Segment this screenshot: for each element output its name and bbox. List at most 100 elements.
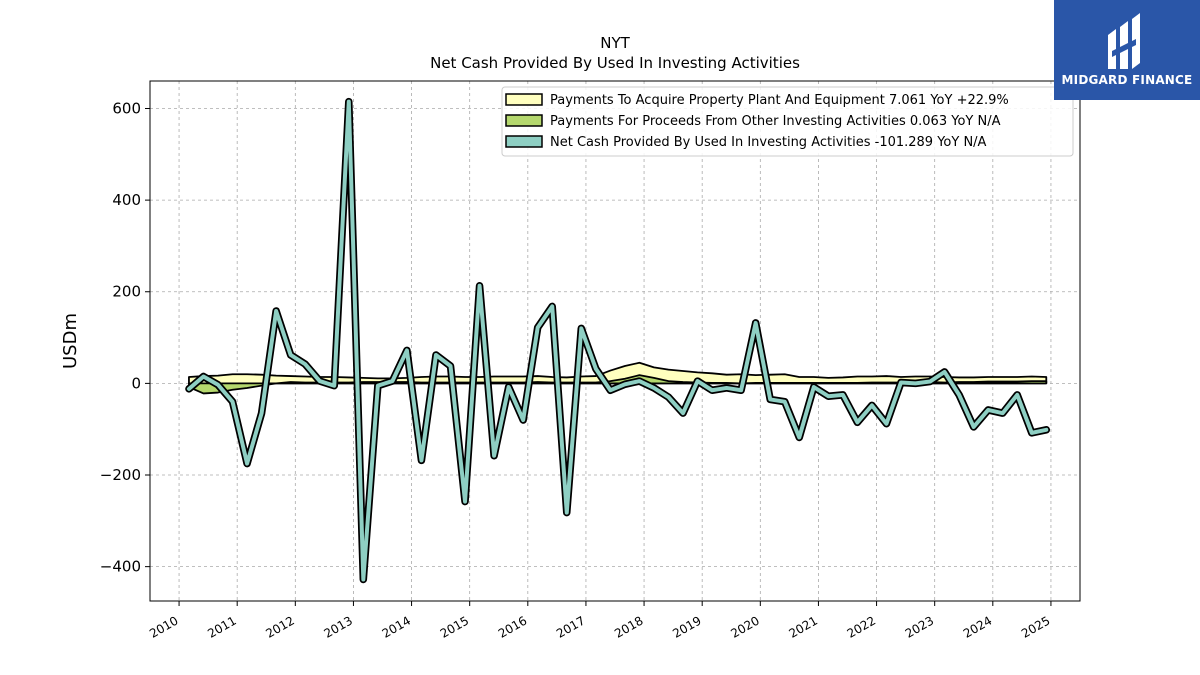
series-point (274, 309, 278, 313)
series-point (754, 321, 758, 325)
grid (150, 81, 1080, 601)
x-tick-label: 2025 (1019, 613, 1052, 640)
series-point (536, 325, 540, 329)
series-line-3 (186, 99, 1049, 582)
y-tick-label: −200 (100, 466, 141, 484)
series-point (914, 381, 918, 385)
series-point (797, 435, 801, 439)
x-tick-label: 2016 (496, 613, 529, 640)
x-tick-label: 2017 (554, 613, 587, 640)
legend-box (501, 86, 1074, 157)
y-tick-label: 400 (112, 191, 141, 209)
y-tick-label: −400 (100, 558, 141, 576)
series-area-2 (188, 374, 1048, 395)
series-point (608, 388, 612, 392)
series-point (972, 425, 976, 429)
series-point (1030, 431, 1034, 435)
series-point (216, 383, 220, 387)
series-point (1015, 393, 1019, 397)
series-point (245, 462, 249, 466)
series-point (957, 393, 961, 397)
series-point (376, 384, 380, 388)
series-point (231, 400, 235, 404)
series-group (185, 97, 1051, 584)
series-point (725, 386, 729, 390)
series-line-outline (185, 97, 1051, 584)
series-point (550, 304, 554, 308)
series-point (187, 387, 191, 391)
midgard-logo-icon (1108, 13, 1140, 69)
series-point (289, 353, 293, 357)
chart-title: NYT (600, 34, 630, 52)
series-point (870, 403, 874, 407)
series-point (884, 422, 888, 426)
series-point (986, 408, 990, 412)
x-tick-label: 2013 (321, 613, 354, 640)
series-point (390, 379, 394, 383)
series-point (478, 284, 482, 288)
series-point (652, 386, 656, 390)
series-point (710, 388, 714, 392)
series-point (928, 380, 932, 384)
legend: Payments To Acquire Property Plant And E… (501, 86, 1074, 157)
series-point (260, 411, 264, 415)
x-tick-label: 2023 (903, 613, 936, 640)
series-point (318, 379, 322, 383)
series-point (419, 458, 423, 462)
series-point (347, 100, 351, 104)
series-point (1001, 411, 1005, 415)
series-point (332, 384, 336, 388)
x-tick-label: 2015 (438, 613, 471, 640)
series-point (739, 388, 743, 392)
series-point (434, 353, 438, 357)
series-point (565, 511, 569, 515)
series-point (943, 370, 947, 374)
y-tick-label: 0 (131, 374, 141, 392)
series-point (826, 394, 830, 398)
x-tick-label: 2024 (961, 613, 994, 640)
x-tick-label: 2014 (380, 613, 413, 640)
series-point (855, 420, 859, 424)
legend-entry-2: Payments For Proceeds From Other Investi… (550, 114, 1001, 129)
series-point (768, 397, 772, 401)
series-point (1044, 428, 1048, 432)
series-point (899, 380, 903, 384)
legend-swatch-2 (505, 114, 543, 127)
series-point (449, 364, 453, 368)
series-point (361, 577, 365, 581)
brand-name: MIDGARD FINANCE (1061, 73, 1193, 87)
legend-swatch-1 (505, 93, 543, 106)
x-tick-label: 2019 (670, 613, 703, 640)
brand-logo: MIDGARD FINANCE (1054, 0, 1200, 100)
y-tick-label: 200 (112, 283, 141, 301)
series-point (812, 385, 816, 389)
y-axis-label: USDm (60, 313, 81, 369)
series-point (521, 418, 525, 422)
series-point (507, 385, 511, 389)
series-point (463, 500, 467, 504)
x-tick-label: 2010 (147, 613, 180, 640)
series-point (405, 348, 409, 352)
x-tick-label: 2018 (612, 613, 645, 640)
series-point (681, 411, 685, 415)
x-tick-label: 2011 (205, 613, 238, 640)
series-point (492, 454, 496, 458)
y-tick-label: 600 (112, 99, 141, 117)
series-point (841, 393, 845, 397)
x-tick-label: 2020 (728, 613, 761, 640)
series-point (637, 379, 641, 383)
series-point (594, 367, 598, 371)
series-point (623, 382, 627, 386)
chart-subtitle: Net Cash Provided By Used In Investing A… (430, 54, 800, 72)
series-point (579, 326, 583, 330)
series-point (201, 375, 205, 379)
x-tick-label: 2021 (786, 613, 819, 640)
series-point (666, 395, 670, 399)
series-point (303, 362, 307, 366)
legend-entry-3: Net Cash Provided By Used In Investing A… (550, 135, 987, 150)
legend-entry-1: Payments To Acquire Property Plant And E… (550, 93, 1009, 108)
x-tick-label: 2012 (263, 613, 296, 640)
series-point (783, 400, 787, 404)
x-tick-label: 2022 (845, 613, 878, 640)
